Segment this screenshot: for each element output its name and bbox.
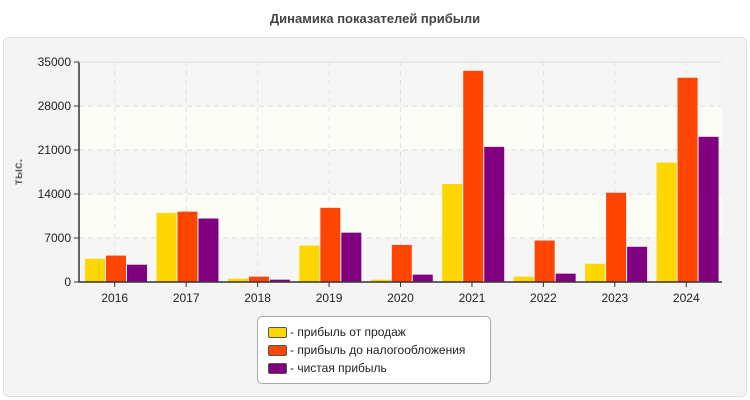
legend-label: - прибыль от продаж [290,325,406,339]
bar-2019-0 [299,245,320,282]
y-tick-label: 7000 [44,231,71,245]
bar-2017-2 [198,218,219,282]
x-tick-label: 2019 [316,291,343,305]
bar-2018-0 [227,278,248,282]
bar-2022-1 [534,240,555,282]
bar-2017-1 [177,211,198,282]
x-tick-label: 2023 [601,291,628,305]
bar-2016-0 [85,258,105,282]
bar-2016-2 [127,264,147,282]
bar-2016-1 [106,255,126,282]
bar-2018-1 [248,276,269,282]
bar-2017-0 [156,212,177,282]
y-tick-label: 0 [64,275,71,289]
bar-2022-0 [513,276,534,282]
x-tick-label: 2020 [387,291,414,305]
legend-swatch [268,326,287,338]
bar-2020-1 [391,244,412,282]
x-tick-label: 2017 [173,291,200,305]
legend-swatch [268,362,287,374]
bar-2020-0 [370,279,391,282]
bar-2020-2 [412,274,433,282]
y-tick-label: 28000 [38,99,72,113]
y-axis-label: тыс. [11,159,25,185]
x-tick-label: 2022 [530,291,557,305]
bar-2023-2 [627,246,648,282]
chart-title: Динамика показателей прибыли [269,11,481,26]
legend-swatch [268,344,287,356]
x-tick-label: 2024 [673,291,700,305]
bar-2019-2 [341,232,362,282]
legend-item-sales[interactable]: - прибыль от продаж [268,325,406,339]
x-tick-label: 2018 [244,291,271,305]
bar-2019-1 [320,207,341,282]
bar-2024-0 [656,162,677,282]
bar-2024-2 [698,136,719,282]
bar-2023-0 [585,263,606,282]
y-tick-label: 21000 [38,143,72,157]
x-tick-label: 2016 [101,291,128,305]
legend-label: - чистая прибыль [290,361,387,375]
legend-label: - прибыль до налогообложения [290,343,466,357]
x-tick-label: 2021 [459,291,486,305]
y-tick-label: 14000 [38,187,72,201]
bar-2023-1 [606,192,627,282]
legend-item-pretax[interactable]: - прибыль до налогообложения [268,343,465,357]
bar-2024-1 [677,77,698,282]
bar-2018-2 [269,279,290,282]
bar-2022-2 [555,273,576,282]
legend: - прибыль от продаж - прибыль до налогоо… [257,316,491,384]
bar-2021-1 [463,70,484,282]
bar-2021-0 [442,183,463,282]
bar-2021-2 [484,146,505,282]
y-tick-label: 35000 [38,55,72,69]
legend-item-net[interactable]: - чистая прибыль [268,361,387,375]
